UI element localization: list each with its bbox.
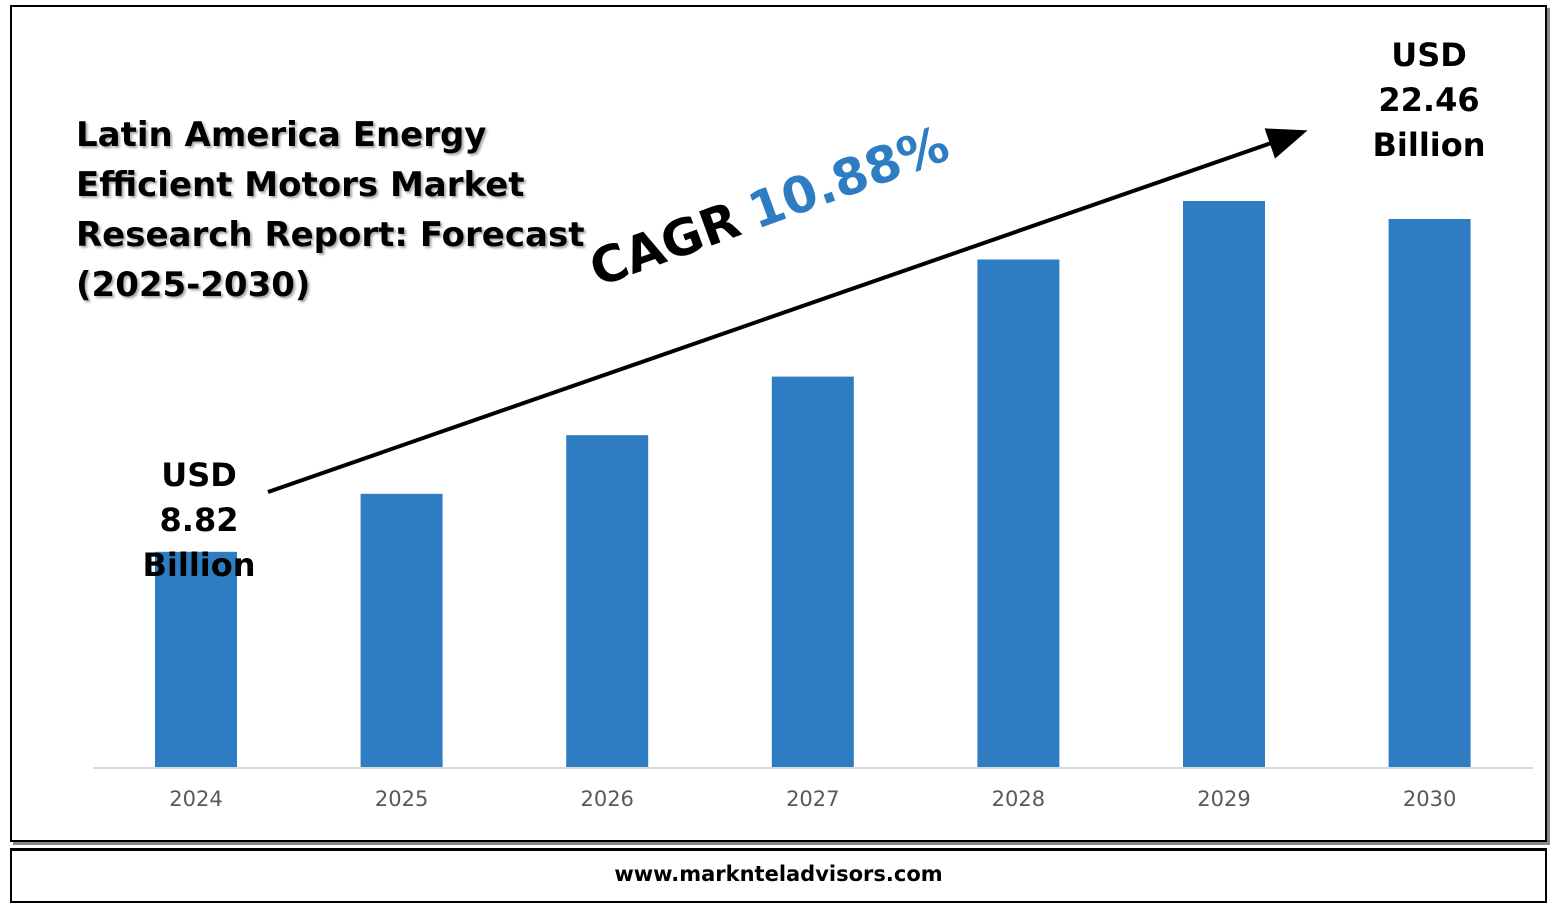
chart-title: Latin America Energy Efficient Motors Ma… bbox=[76, 110, 616, 310]
title-line-1: Latin America Energy bbox=[76, 115, 487, 155]
x-tick-label-2029: 2029 bbox=[1197, 787, 1250, 811]
footer-divider bbox=[10, 848, 1547, 851]
title-line-3: Research Report: Forecast bbox=[76, 215, 585, 255]
cagr-arrow bbox=[267, 128, 1308, 494]
bars bbox=[155, 201, 1471, 767]
bar-chart: 2024 2025 2026 2027 2028 2029 2030 bbox=[93, 128, 1533, 811]
x-tick-label-2024: 2024 bbox=[169, 787, 222, 811]
start-callout-value: 8.82 bbox=[159, 501, 239, 539]
x-tick-label-2026: 2026 bbox=[580, 787, 633, 811]
footer-box bbox=[10, 851, 1547, 903]
end-callout-currency: USD bbox=[1391, 36, 1467, 74]
bar-2029 bbox=[1183, 201, 1265, 767]
x-tick-label-2025: 2025 bbox=[375, 787, 428, 811]
chart-frame bbox=[10, 5, 1547, 842]
bar-2026 bbox=[566, 435, 649, 767]
title-line-2: Efficient Motors Market bbox=[76, 165, 525, 205]
bar-2028 bbox=[977, 259, 1060, 767]
x-axis-tick-labels: 2024 2025 2026 2027 2028 2029 2030 bbox=[169, 787, 1456, 811]
start-callout-currency: USD bbox=[161, 456, 237, 494]
x-tick-label-2030: 2030 bbox=[1403, 787, 1456, 811]
end-value-callout: USD 22.46 Billion bbox=[1339, 33, 1519, 168]
bar-2030 bbox=[1388, 219, 1471, 767]
bar-2025 bbox=[360, 493, 443, 767]
start-callout-unit: Billion bbox=[142, 546, 256, 584]
bar-2024 bbox=[155, 551, 237, 767]
x-tick-label-2028: 2028 bbox=[992, 787, 1045, 811]
bar-2027 bbox=[771, 376, 854, 767]
footer-url: www.marknteladvisors.com bbox=[614, 862, 943, 886]
title-line-4: (2025-2030) bbox=[76, 265, 311, 305]
x-tick-label-2027: 2027 bbox=[786, 787, 839, 811]
end-callout-unit: Billion bbox=[1372, 126, 1486, 164]
end-callout-value: 22.46 bbox=[1378, 81, 1480, 119]
start-value-callout: USD 8.82 Billion bbox=[109, 453, 289, 588]
